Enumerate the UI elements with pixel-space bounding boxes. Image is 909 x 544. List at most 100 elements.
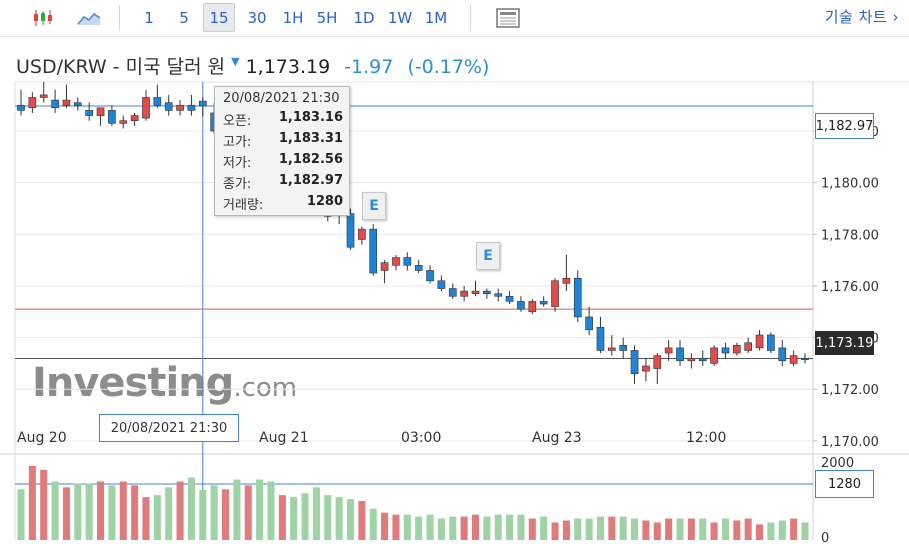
candle-body (767, 334, 775, 351)
volume-bar (62, 487, 70, 540)
ohlc-tooltip: 20/08/2021 21:30 오픈: 1,183.16 고가: 1,183.31… (214, 86, 350, 216)
volume-bar (199, 490, 207, 540)
economic-event-badge[interactable]: E (362, 192, 386, 220)
area-chart-icon[interactable] (74, 3, 104, 32)
tooltip-date: 20/08/2021 21:30 (223, 91, 340, 106)
candle-body (653, 355, 662, 369)
interval-15[interactable]: 15 (203, 3, 235, 32)
volume-bar (28, 465, 36, 540)
volume-bar (267, 481, 275, 540)
tooltip-value: 1280 (306, 194, 343, 209)
volume-bar (517, 514, 525, 540)
volume-bar (687, 518, 695, 540)
x-tick-label: Aug 20 (17, 430, 67, 446)
volume-bar (324, 495, 332, 540)
volume-bar (665, 518, 673, 540)
volume-bar (426, 514, 434, 540)
candle-body (721, 347, 730, 354)
volume-bar (278, 495, 286, 540)
tooltip-label: 오픈: (223, 114, 252, 129)
tooltip-value: 1,183.31 (278, 131, 343, 146)
last-price-label: 1,173.19 (815, 331, 874, 355)
interval-30[interactable]: 30 (247, 8, 267, 27)
candle-body (642, 365, 650, 372)
y-tick-label: 1,178.00 (821, 228, 879, 243)
volume-bar (744, 518, 752, 540)
volume-bar (790, 518, 798, 540)
candle-body (744, 342, 753, 351)
crosshair-volume-label: 1280 (815, 470, 874, 498)
volume-bar (585, 518, 593, 540)
y-tick-label: 1,170.00 (821, 435, 879, 450)
x-tick-label: Aug 23 (532, 430, 582, 446)
volume-bar (256, 479, 264, 540)
candle-body (119, 120, 128, 124)
interval-1h[interactable]: 1H (282, 8, 304, 27)
tooltip-label: 종가: (223, 177, 252, 192)
candle-body (471, 290, 480, 294)
volume-bar (153, 495, 161, 540)
tooltip-value: 1,182.97 (278, 173, 343, 188)
volume-bar (290, 497, 298, 540)
candle-body (28, 97, 37, 109)
candle-body (142, 97, 150, 119)
volume-bar (381, 512, 389, 540)
candle-body (698, 357, 707, 362)
interval-1w[interactable]: 1W (387, 8, 413, 27)
candle-body (85, 110, 93, 116)
interval-1m[interactable]: 1M (424, 8, 448, 27)
volume-bar (403, 514, 411, 540)
instrument-dropdown-icon[interactable]: ▼ (231, 55, 240, 68)
candle-body (676, 347, 684, 362)
candle-body (755, 334, 764, 349)
candle-body (494, 293, 503, 297)
candle-body (62, 99, 71, 106)
toolbar-separator (470, 5, 471, 31)
volume-bar (210, 485, 218, 540)
candle-body (664, 347, 673, 354)
candle-body (437, 280, 446, 289)
candle-body (517, 301, 525, 310)
interval-1d[interactable]: 1D (353, 8, 375, 27)
x-tick-label: 12:00 (686, 430, 726, 446)
candlestick-chart-icon[interactable] (28, 3, 58, 32)
volume-bar (562, 520, 570, 540)
news-panel-icon[interactable] (493, 3, 523, 32)
candle-body (346, 213, 355, 248)
candle-body (608, 347, 616, 351)
candle-body (153, 97, 162, 106)
interval-5[interactable]: 5 (179, 8, 189, 27)
volume-bar (619, 516, 627, 540)
tooltip-value: 1,182.56 (278, 152, 343, 167)
tooltip-label: 거래량: (223, 198, 264, 213)
volume-bar (460, 516, 468, 540)
advanced-chart-link[interactable]: 기술 차트 › (824, 8, 899, 26)
interval-5h[interactable]: 5H (316, 8, 338, 27)
volume-bar (608, 516, 616, 540)
y-tick-label: 1,172.00 (821, 383, 879, 398)
crosshair-time-label: 20/08/2021 21:30 (99, 414, 239, 442)
volume-bar (176, 481, 184, 540)
volume-bar (119, 481, 127, 540)
candle-body (778, 347, 787, 362)
candle-body (630, 350, 639, 375)
candle-body (176, 104, 184, 111)
candle-body (528, 301, 537, 313)
volume-bar (596, 516, 605, 540)
volume-bar (471, 514, 480, 540)
volume-bar (97, 481, 105, 540)
candle-body (448, 288, 457, 297)
candle-body (403, 257, 412, 266)
candle-body (108, 110, 116, 124)
volume-bar (187, 477, 195, 540)
candle-body (687, 357, 696, 362)
volume-bar (483, 516, 491, 540)
volume-bar (767, 522, 775, 540)
candle-body (380, 262, 389, 271)
volume-bar (437, 518, 445, 540)
interval-1[interactable]: 1 (144, 8, 154, 27)
economic-event-badge[interactable]: E (476, 242, 500, 270)
candle-body (39, 94, 48, 98)
candle-body (51, 99, 59, 109)
